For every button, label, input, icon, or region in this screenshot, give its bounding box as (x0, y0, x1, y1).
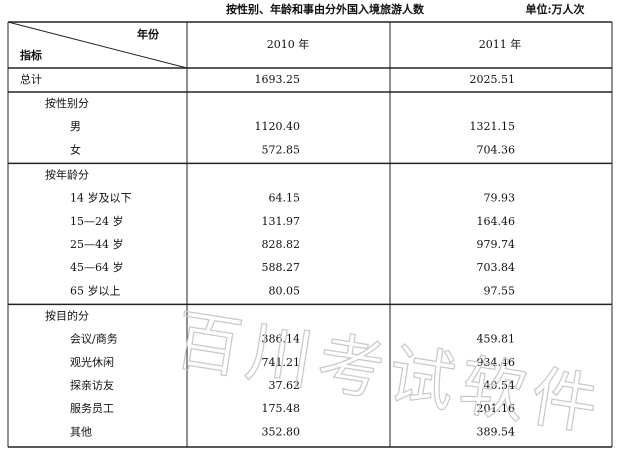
cell-value: 201.16 (477, 402, 516, 415)
row-label: 观光休闲 (70, 355, 114, 369)
cell-value: 979.74 (477, 238, 516, 251)
cell-value: 79.93 (484, 192, 516, 205)
row-label: 服务员工 (70, 402, 114, 415)
year-label: 年份 (137, 27, 160, 41)
cell-value: 741.21 (262, 356, 301, 369)
cell-value: 459.81 (477, 333, 516, 346)
cell-value: 572.85 (262, 143, 301, 156)
diagonal (7, 21, 188, 69)
cell-value: 40.54 (484, 379, 516, 392)
row-label: 其他 (70, 425, 92, 438)
column-header: 2011 年 (479, 37, 522, 51)
row-label: 探亲访友 (70, 378, 114, 392)
row-label: 25—44 岁 (70, 237, 124, 251)
row-label: 45—64 岁 (70, 260, 124, 274)
cell-value: 1693.25 (255, 73, 301, 86)
cell-value: 97.55 (484, 284, 516, 297)
cell-value: 37.62 (269, 379, 301, 392)
cell-value: 1120.40 (255, 120, 301, 133)
cell-value: 386.14 (262, 333, 301, 346)
title: 按性别、年龄和事由分外国入境旅游人数 (226, 2, 425, 16)
section-title: 按年龄分 (45, 167, 89, 181)
cell-value: 352.80 (262, 425, 301, 438)
cell-value: 1321.15 (470, 120, 516, 133)
section-title: 按目的分 (45, 308, 89, 322)
unit: 单位:万人次 (525, 2, 584, 16)
row-label: 男 (70, 120, 81, 133)
cell-value: 703.84 (477, 261, 516, 274)
cell-value: 131.97 (262, 215, 301, 228)
watermark: 百川考试软件 (170, 302, 609, 446)
cell-value: 704.36 (477, 143, 516, 156)
indicator-label: 指标 (20, 48, 42, 62)
row-label: 65 岁以上 (70, 283, 121, 297)
cell-value: 389.54 (477, 425, 516, 438)
cell-value: 2025.51 (470, 73, 516, 86)
cell-value: 175.48 (262, 402, 301, 415)
column-header: 2010 年 (267, 37, 310, 51)
cell-value: 588.27 (262, 261, 301, 274)
section-title: 按性别分 (45, 96, 89, 110)
row-label: 女 (70, 142, 81, 156)
row-label: 15—24 岁 (70, 214, 124, 228)
cell-value: 80.05 (269, 284, 301, 297)
cell-value: 934.46 (477, 356, 516, 369)
row-label: 14 岁及以下 (70, 191, 132, 205)
row-label: 会议/商务 (70, 332, 118, 346)
cell-value: 164.46 (477, 215, 516, 228)
cell-value: 828.82 (262, 238, 301, 251)
cell-value: 64.15 (269, 192, 301, 205)
row-label: 总计 (20, 72, 42, 86)
